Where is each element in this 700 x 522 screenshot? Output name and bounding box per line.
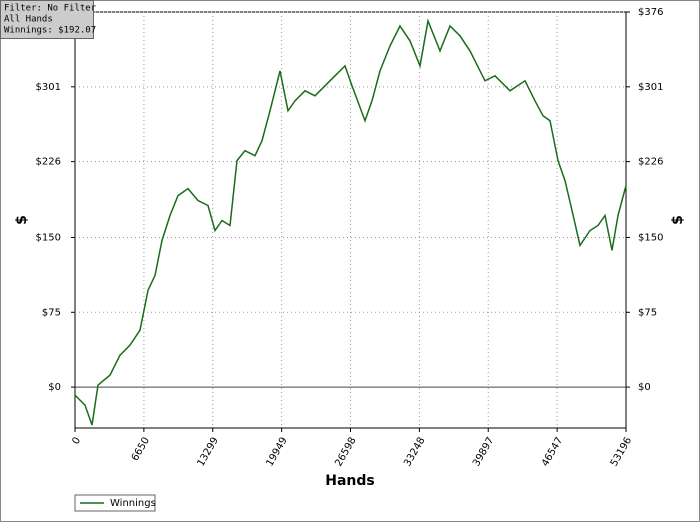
y2-tick-label: $150 xyxy=(638,232,663,243)
y-tick-label: $150 xyxy=(36,232,61,243)
y2-tick-label: $301 xyxy=(638,82,663,93)
y-tick-label: $75 xyxy=(42,307,61,318)
info-winnings: Winnings: $192.07 xyxy=(4,26,96,36)
x-axis-label: Hands xyxy=(325,473,375,489)
series-line xyxy=(74,18,627,426)
info-hands: All Hands xyxy=(4,15,53,25)
legend-label: Winnings xyxy=(110,498,156,509)
legend xyxy=(74,494,156,512)
y2-tick-label: $376 xyxy=(638,7,663,18)
y-axis-label: $ xyxy=(14,215,30,225)
info-filter: Filter: No Filter xyxy=(4,4,97,14)
y2-tick-label: $0 xyxy=(638,382,651,393)
y2-tick-label: $75 xyxy=(638,307,657,318)
x-tick-label: 0 xyxy=(70,436,83,447)
y-tick-label: $226 xyxy=(36,157,61,168)
y2-axis-label: $ xyxy=(670,215,686,225)
info-box xyxy=(0,0,94,39)
y-tick-label: $0 xyxy=(48,382,61,393)
y-tick-label: $301 xyxy=(36,82,61,93)
y2-tick-label: $226 xyxy=(638,157,663,168)
